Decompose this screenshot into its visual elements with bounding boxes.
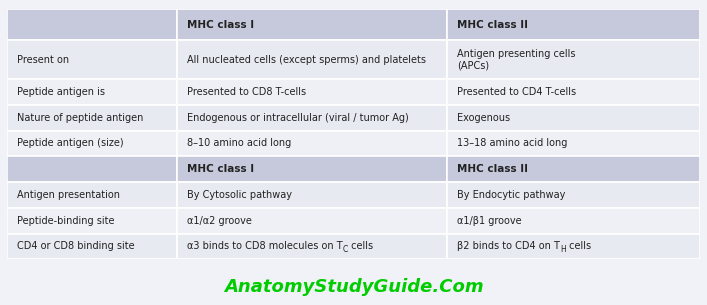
Bar <box>177 105 447 131</box>
Text: cells: cells <box>348 241 373 251</box>
Text: AnatomyStudyGuide.Com: AnatomyStudyGuide.Com <box>223 278 484 296</box>
Bar <box>447 234 700 259</box>
Text: β2 binds to CD4 on T: β2 binds to CD4 on T <box>457 241 561 251</box>
Text: MHC class I: MHC class I <box>187 164 255 174</box>
Text: Presented to CD4 T-cells: Presented to CD4 T-cells <box>457 87 576 97</box>
Text: MHC class I: MHC class I <box>187 20 255 30</box>
Bar <box>447 105 700 131</box>
Text: Presented to CD8 T-cells: Presented to CD8 T-cells <box>187 87 306 97</box>
Bar <box>7 79 177 105</box>
Bar <box>7 208 177 234</box>
Text: α3 binds to CD8 molecules on T: α3 binds to CD8 molecules on T <box>187 241 343 251</box>
Bar <box>447 9 700 40</box>
Bar <box>447 208 700 234</box>
Bar <box>177 182 447 208</box>
Bar <box>177 208 447 234</box>
Bar <box>447 156 700 182</box>
Text: Peptide antigen is: Peptide antigen is <box>18 87 105 97</box>
Text: By Cytosolic pathway: By Cytosolic pathway <box>187 190 292 200</box>
Text: α1/β1 groove: α1/β1 groove <box>457 216 522 226</box>
Text: Antigen presentation: Antigen presentation <box>18 190 120 200</box>
Bar <box>7 182 177 208</box>
Text: C: C <box>343 245 348 254</box>
Bar <box>7 40 177 79</box>
Bar <box>177 156 447 182</box>
Text: Antigen presenting cells
(APCs): Antigen presenting cells (APCs) <box>457 49 576 70</box>
Bar <box>177 9 447 40</box>
Bar <box>7 105 177 131</box>
Text: Exogenous: Exogenous <box>457 113 510 123</box>
Bar <box>177 40 447 79</box>
Bar <box>177 79 447 105</box>
Text: 8–10 amino acid long: 8–10 amino acid long <box>187 138 291 149</box>
Text: Endogenous or intracellular (viral / tumor Ag): Endogenous or intracellular (viral / tum… <box>187 113 409 123</box>
Text: CD4 or CD8 binding site: CD4 or CD8 binding site <box>18 241 135 251</box>
Bar <box>177 131 447 156</box>
Text: Nature of peptide antigen: Nature of peptide antigen <box>18 113 144 123</box>
Bar <box>447 79 700 105</box>
Text: H: H <box>561 245 566 254</box>
Text: Present on: Present on <box>18 55 69 65</box>
Bar <box>7 9 177 40</box>
Text: Peptide-binding site: Peptide-binding site <box>18 216 115 226</box>
Bar <box>177 234 447 259</box>
Text: Peptide antigen (size): Peptide antigen (size) <box>18 138 124 149</box>
Text: By Endocytic pathway: By Endocytic pathway <box>457 190 566 200</box>
Text: cells: cells <box>566 241 591 251</box>
Text: MHC class II: MHC class II <box>457 20 528 30</box>
Text: 13–18 amino acid long: 13–18 amino acid long <box>457 138 568 149</box>
Text: MHC class II: MHC class II <box>457 164 528 174</box>
Bar <box>447 182 700 208</box>
Text: All nucleated cells (except sperms) and platelets: All nucleated cells (except sperms) and … <box>187 55 426 65</box>
Bar <box>7 131 177 156</box>
Bar <box>447 131 700 156</box>
Text: α1/α2 groove: α1/α2 groove <box>187 216 252 226</box>
Bar <box>447 40 700 79</box>
Bar <box>7 156 177 182</box>
Bar <box>7 234 177 259</box>
